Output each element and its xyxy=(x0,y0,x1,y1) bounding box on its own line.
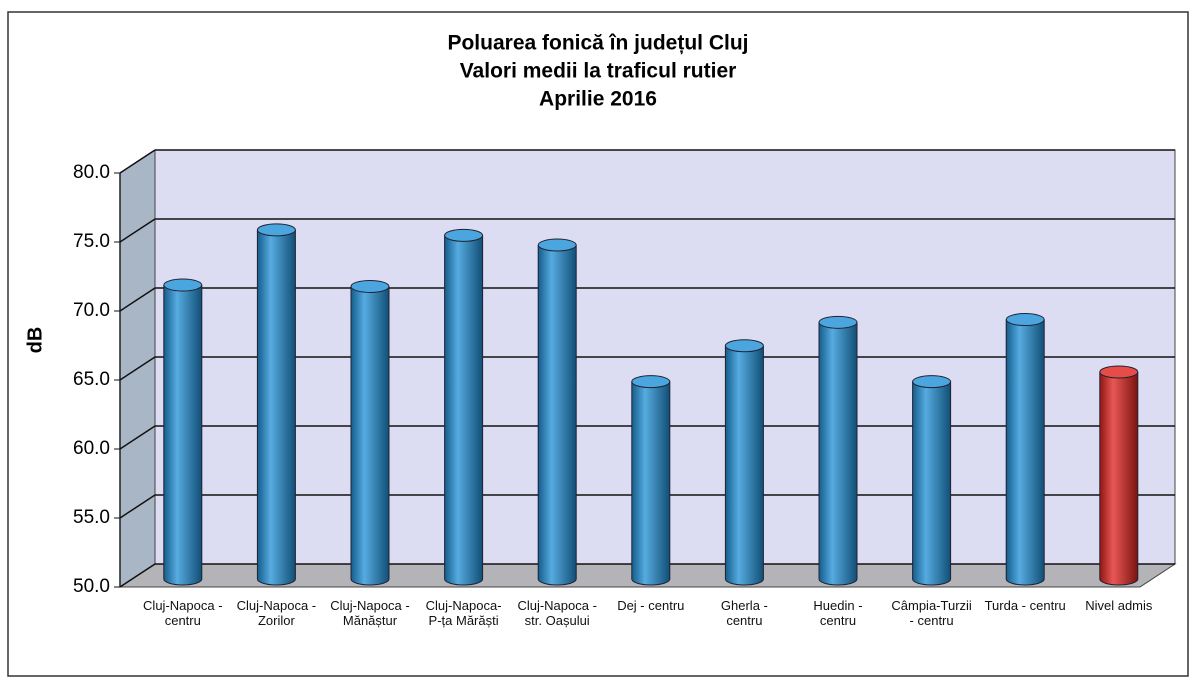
bar xyxy=(257,229,296,580)
grid-line xyxy=(119,356,156,381)
y-axis-label: dB xyxy=(24,327,46,354)
bar xyxy=(912,381,951,579)
x-tick-label: Cluj-Napoca-P-ța Mărăști xyxy=(425,598,502,628)
bar-top xyxy=(256,223,296,237)
grid-line xyxy=(119,563,156,588)
bar-top xyxy=(350,279,390,293)
y-tick-label: 50.0 xyxy=(73,576,110,597)
y-tick-label: 65.0 xyxy=(73,369,110,390)
bar xyxy=(351,286,389,579)
grid-line xyxy=(119,149,156,174)
grid-line xyxy=(119,494,156,519)
bar-top xyxy=(631,375,671,389)
x-tick-label: Cluj-Napoca - Zorilor xyxy=(236,598,317,628)
bar xyxy=(631,381,670,579)
bar-top xyxy=(444,228,484,242)
bar-top xyxy=(912,375,952,389)
bar-top xyxy=(1005,313,1045,327)
bar xyxy=(725,345,764,579)
bar xyxy=(538,245,577,580)
bar xyxy=(819,322,857,579)
x-tick-label: Turda - centru xyxy=(984,598,1066,613)
bar xyxy=(1006,319,1045,579)
y-tick-label: 55.0 xyxy=(73,507,110,528)
bar-top xyxy=(818,315,858,329)
bar-top xyxy=(724,339,764,353)
grid-line xyxy=(119,425,156,450)
x-tick-label: Câmpia-Turzii - centru xyxy=(891,598,972,628)
x-tick-label: Cluj-Napoca - Mănăștur xyxy=(330,598,410,628)
y-tick-label: 80.0 xyxy=(73,162,110,183)
bar xyxy=(1099,372,1138,579)
y-tick-label: 75.0 xyxy=(73,231,110,252)
bar xyxy=(163,285,202,579)
x-tick-label: Cluj-Napoca - str. Oașului xyxy=(517,598,597,628)
bar-top xyxy=(163,278,203,292)
grid-line xyxy=(119,287,156,312)
x-tick-label: Dej - centru xyxy=(617,598,685,613)
grid-line xyxy=(119,218,156,243)
y-tick-label: 60.0 xyxy=(73,438,110,459)
y-tick-label: 70.0 xyxy=(73,300,110,321)
x-tick-label: Huedin - centru xyxy=(813,598,863,628)
chart-title: Aprilie 2016 xyxy=(539,88,657,111)
bar xyxy=(444,235,483,579)
chart-title: Valori medii la traficul rutier xyxy=(460,60,737,83)
x-tick-label: Cluj-Napoca - centru xyxy=(143,598,223,628)
x-tick-label: Gherla - centru xyxy=(720,598,768,628)
bar-top xyxy=(537,238,577,252)
x-tick-label: Nivel admis xyxy=(1085,598,1153,613)
bar-top xyxy=(1099,365,1139,379)
chart-title: Poluarea fonică în județul Cluj xyxy=(447,32,748,55)
